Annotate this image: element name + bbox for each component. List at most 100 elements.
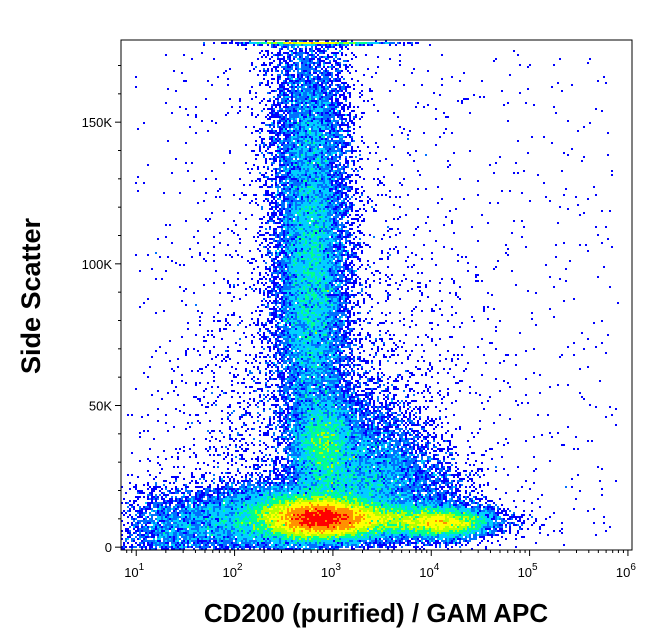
data-point bbox=[297, 184, 299, 186]
data-point bbox=[355, 114, 357, 116]
data-point bbox=[297, 244, 299, 246]
data-point bbox=[325, 242, 327, 244]
data-point bbox=[303, 158, 305, 160]
data-point bbox=[269, 142, 271, 144]
data-point bbox=[299, 156, 301, 158]
data-point bbox=[319, 132, 321, 134]
data-point bbox=[317, 128, 319, 130]
data-point bbox=[605, 226, 607, 228]
data-point bbox=[301, 106, 303, 108]
data-point bbox=[283, 236, 285, 238]
data-point bbox=[287, 172, 289, 174]
data-point bbox=[265, 246, 267, 248]
data-point bbox=[305, 226, 307, 228]
data-point bbox=[329, 110, 331, 112]
data-point bbox=[287, 226, 289, 228]
data-point bbox=[339, 154, 341, 156]
data-point bbox=[275, 134, 277, 136]
data-point bbox=[345, 184, 347, 186]
data-point bbox=[263, 78, 265, 80]
data-point bbox=[267, 222, 269, 224]
data-point bbox=[273, 132, 275, 134]
data-point bbox=[341, 244, 343, 246]
data-point bbox=[339, 246, 341, 248]
data-point bbox=[313, 94, 315, 96]
data-point bbox=[303, 180, 305, 182]
data-point bbox=[303, 68, 305, 70]
data-point bbox=[291, 136, 293, 138]
data-point bbox=[299, 236, 301, 238]
data-point bbox=[337, 150, 339, 152]
data-point bbox=[287, 202, 289, 204]
data-point bbox=[303, 44, 305, 46]
data-point bbox=[317, 58, 319, 60]
data-point bbox=[349, 206, 351, 208]
data-point bbox=[277, 146, 279, 148]
data-point bbox=[353, 150, 355, 152]
data-point bbox=[347, 216, 349, 218]
data-point bbox=[279, 90, 281, 92]
data-point bbox=[331, 182, 333, 184]
data-point bbox=[281, 42, 283, 44]
data-point bbox=[323, 210, 325, 212]
data-point bbox=[319, 174, 321, 176]
data-point bbox=[349, 118, 351, 120]
data-point bbox=[301, 210, 303, 212]
data-point bbox=[293, 228, 295, 230]
data-point bbox=[309, 136, 311, 138]
data-point bbox=[297, 220, 299, 222]
data-point bbox=[313, 198, 315, 200]
data-point bbox=[275, 150, 277, 152]
data-point bbox=[323, 66, 325, 68]
data-point bbox=[273, 278, 275, 280]
data-point bbox=[303, 86, 305, 88]
data-point bbox=[351, 52, 353, 54]
data-point bbox=[251, 200, 253, 202]
data-point bbox=[171, 112, 173, 114]
data-point bbox=[297, 98, 299, 100]
data-point bbox=[299, 82, 301, 84]
data-point bbox=[347, 142, 349, 144]
data-point bbox=[285, 158, 287, 160]
data-point bbox=[323, 142, 325, 144]
data-point bbox=[329, 86, 331, 88]
data-point bbox=[333, 152, 335, 154]
data-point bbox=[357, 276, 359, 278]
data-point bbox=[295, 94, 297, 96]
data-point bbox=[273, 108, 275, 110]
data-point bbox=[289, 50, 291, 52]
data-point bbox=[299, 132, 301, 134]
data-point bbox=[369, 152, 371, 154]
data-point bbox=[309, 126, 311, 128]
data-point bbox=[425, 222, 427, 224]
data-point bbox=[339, 250, 341, 252]
data-point bbox=[287, 254, 289, 256]
data-point bbox=[341, 190, 343, 192]
data-point bbox=[313, 244, 315, 246]
data-point bbox=[341, 248, 343, 250]
data-point bbox=[267, 198, 269, 200]
data-point bbox=[321, 232, 323, 234]
data-point bbox=[319, 64, 321, 66]
data-point bbox=[299, 122, 301, 124]
data-point bbox=[295, 200, 297, 202]
data-point bbox=[545, 196, 547, 198]
data-point bbox=[237, 272, 239, 274]
data-point bbox=[303, 42, 305, 44]
data-point bbox=[333, 226, 335, 228]
data-point bbox=[275, 160, 277, 162]
data-point bbox=[183, 80, 185, 82]
data-point bbox=[279, 92, 281, 94]
data-point bbox=[311, 220, 313, 222]
data-point bbox=[345, 232, 347, 234]
data-point bbox=[309, 160, 311, 162]
data-point bbox=[245, 44, 247, 46]
data-point bbox=[315, 86, 317, 88]
data-point bbox=[301, 92, 303, 94]
data-point bbox=[297, 100, 299, 102]
data-point bbox=[331, 154, 333, 156]
data-point bbox=[315, 158, 317, 160]
data-point bbox=[283, 274, 285, 276]
data-point bbox=[299, 68, 301, 70]
data-point bbox=[309, 186, 311, 188]
